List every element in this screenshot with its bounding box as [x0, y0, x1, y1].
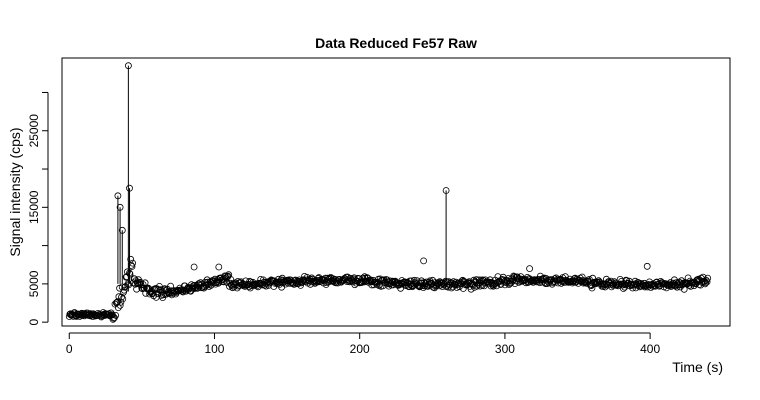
data-point [89, 313, 97, 321]
data-point [526, 265, 533, 273]
y-axis: 0 5000 15000 25000 [27, 91, 49, 326]
data-point [436, 278, 444, 286]
data-point [467, 285, 475, 293]
data-point [643, 262, 651, 270]
y-tick-label: 5000 [27, 270, 41, 297]
data-point [119, 295, 127, 303]
data-point [124, 62, 132, 70]
data-point [442, 187, 450, 194]
data-point [116, 203, 124, 211]
data-point [392, 280, 400, 288]
plot-frame [61, 57, 731, 327]
data-point [420, 257, 428, 265]
data-point [126, 270, 134, 278]
x-axis: 0 100 200 300 400 [66, 332, 660, 356]
data-point [112, 311, 120, 319]
x-tick-label: 300 [495, 342, 515, 356]
data-point [248, 282, 256, 290]
data-point [357, 279, 365, 287]
data-points [65, 62, 712, 323]
data-point [680, 285, 688, 293]
y-tick-label: 25000 [27, 114, 41, 148]
y-tick-label: 0 [27, 319, 41, 326]
data-point [125, 281, 133, 289]
data-point [116, 301, 124, 309]
data-point [470, 276, 478, 284]
data-point [129, 259, 137, 267]
data-point [120, 286, 128, 294]
data-point [225, 271, 233, 279]
data-point [215, 263, 223, 271]
data-point [128, 263, 136, 270]
x-tick-label: 200 [350, 342, 370, 356]
x-tick-label: 100 [204, 342, 224, 356]
data-point [263, 279, 271, 287]
data-point [297, 281, 305, 289]
x-tick-label: 0 [66, 342, 73, 356]
spike-lines [117, 65, 447, 292]
data-point [201, 283, 208, 291]
data-point [274, 275, 282, 283]
data-point [620, 285, 627, 292]
data-point [117, 298, 125, 306]
x-axis-label: Time (s) [672, 359, 723, 375]
data-point [140, 284, 148, 292]
data-point [114, 192, 122, 200]
data-point [190, 263, 198, 271]
data-point [703, 278, 711, 286]
x-tick-label: 400 [640, 342, 660, 356]
data-point [125, 269, 133, 277]
data-point [124, 280, 132, 288]
y-axis-label: Signal intensity (cps) [7, 127, 23, 256]
data-point [118, 226, 126, 234]
data-point [704, 274, 712, 282]
data-point [701, 280, 709, 288]
data-point [114, 304, 122, 312]
data-point [419, 284, 427, 292]
chart-title: Data Reduced Fe57 Raw [315, 35, 477, 51]
data-point [126, 184, 133, 192]
y-tick-label: 15000 [27, 190, 41, 224]
